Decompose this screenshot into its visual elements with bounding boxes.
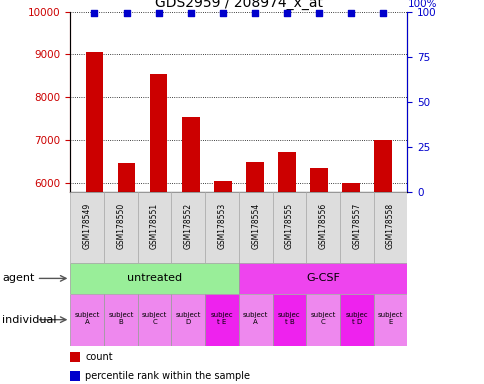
FancyBboxPatch shape xyxy=(272,192,305,263)
FancyBboxPatch shape xyxy=(137,192,171,263)
Point xyxy=(378,10,386,17)
Text: 100%: 100% xyxy=(407,0,436,9)
Point xyxy=(154,10,162,17)
Text: GSM178555: GSM178555 xyxy=(284,203,293,249)
Bar xyxy=(150,74,167,384)
Text: G-CSF: G-CSF xyxy=(305,273,339,283)
Bar xyxy=(118,163,135,384)
Text: GSM178558: GSM178558 xyxy=(385,203,394,249)
Text: GSM178552: GSM178552 xyxy=(183,203,193,249)
Title: GDS2959 / 208974_x_at: GDS2959 / 208974_x_at xyxy=(154,0,322,10)
Text: GSM178554: GSM178554 xyxy=(251,203,260,249)
FancyBboxPatch shape xyxy=(238,192,272,263)
Text: GSM178557: GSM178557 xyxy=(351,203,361,249)
Bar xyxy=(245,162,263,384)
FancyBboxPatch shape xyxy=(171,294,205,346)
Text: subject
A: subject A xyxy=(75,312,100,325)
Text: subject
E: subject E xyxy=(377,312,402,325)
Bar xyxy=(374,141,391,384)
FancyBboxPatch shape xyxy=(205,294,238,346)
FancyBboxPatch shape xyxy=(137,294,171,346)
Text: GSM178550: GSM178550 xyxy=(116,203,125,249)
Bar xyxy=(213,181,231,384)
FancyBboxPatch shape xyxy=(238,294,272,346)
FancyBboxPatch shape xyxy=(272,294,305,346)
Text: subject
D: subject D xyxy=(175,312,200,325)
Text: GSM178553: GSM178553 xyxy=(217,203,226,249)
Text: percentile rank within the sample: percentile rank within the sample xyxy=(85,371,250,381)
Bar xyxy=(70,371,79,381)
FancyBboxPatch shape xyxy=(171,192,205,263)
Bar xyxy=(310,168,327,384)
Point xyxy=(347,10,354,17)
Bar xyxy=(70,352,79,362)
Text: subject
C: subject C xyxy=(310,312,335,325)
Bar xyxy=(182,117,199,384)
Text: GSM178556: GSM178556 xyxy=(318,203,327,249)
FancyBboxPatch shape xyxy=(205,192,238,263)
FancyBboxPatch shape xyxy=(373,192,407,263)
Text: count: count xyxy=(85,352,113,362)
Text: subject
C: subject C xyxy=(142,312,167,325)
Text: GSM178551: GSM178551 xyxy=(150,203,159,249)
Bar xyxy=(342,182,359,384)
Point xyxy=(91,10,98,17)
Text: subjec
t B: subjec t B xyxy=(277,312,300,325)
Point xyxy=(251,10,258,17)
Point xyxy=(186,10,194,17)
Point xyxy=(218,10,226,17)
Text: subjec
t E: subjec t E xyxy=(210,312,233,325)
Text: agent: agent xyxy=(2,273,35,283)
FancyBboxPatch shape xyxy=(373,294,407,346)
FancyBboxPatch shape xyxy=(339,192,373,263)
Point xyxy=(315,10,322,17)
FancyBboxPatch shape xyxy=(70,192,104,263)
FancyBboxPatch shape xyxy=(70,294,104,346)
Text: untreated: untreated xyxy=(127,273,182,283)
Bar xyxy=(278,152,295,384)
FancyBboxPatch shape xyxy=(305,294,339,346)
Bar xyxy=(86,52,103,384)
Text: subject
B: subject B xyxy=(108,312,133,325)
Text: subjec
t D: subjec t D xyxy=(345,312,367,325)
Text: subject
A: subject A xyxy=(242,312,268,325)
Point xyxy=(122,10,130,17)
FancyBboxPatch shape xyxy=(305,192,339,263)
Text: individual: individual xyxy=(2,314,57,325)
FancyBboxPatch shape xyxy=(238,263,407,294)
FancyBboxPatch shape xyxy=(104,294,137,346)
Text: GSM178549: GSM178549 xyxy=(82,203,91,249)
FancyBboxPatch shape xyxy=(339,294,373,346)
FancyBboxPatch shape xyxy=(70,263,238,294)
Point xyxy=(283,10,290,17)
FancyBboxPatch shape xyxy=(104,192,137,263)
